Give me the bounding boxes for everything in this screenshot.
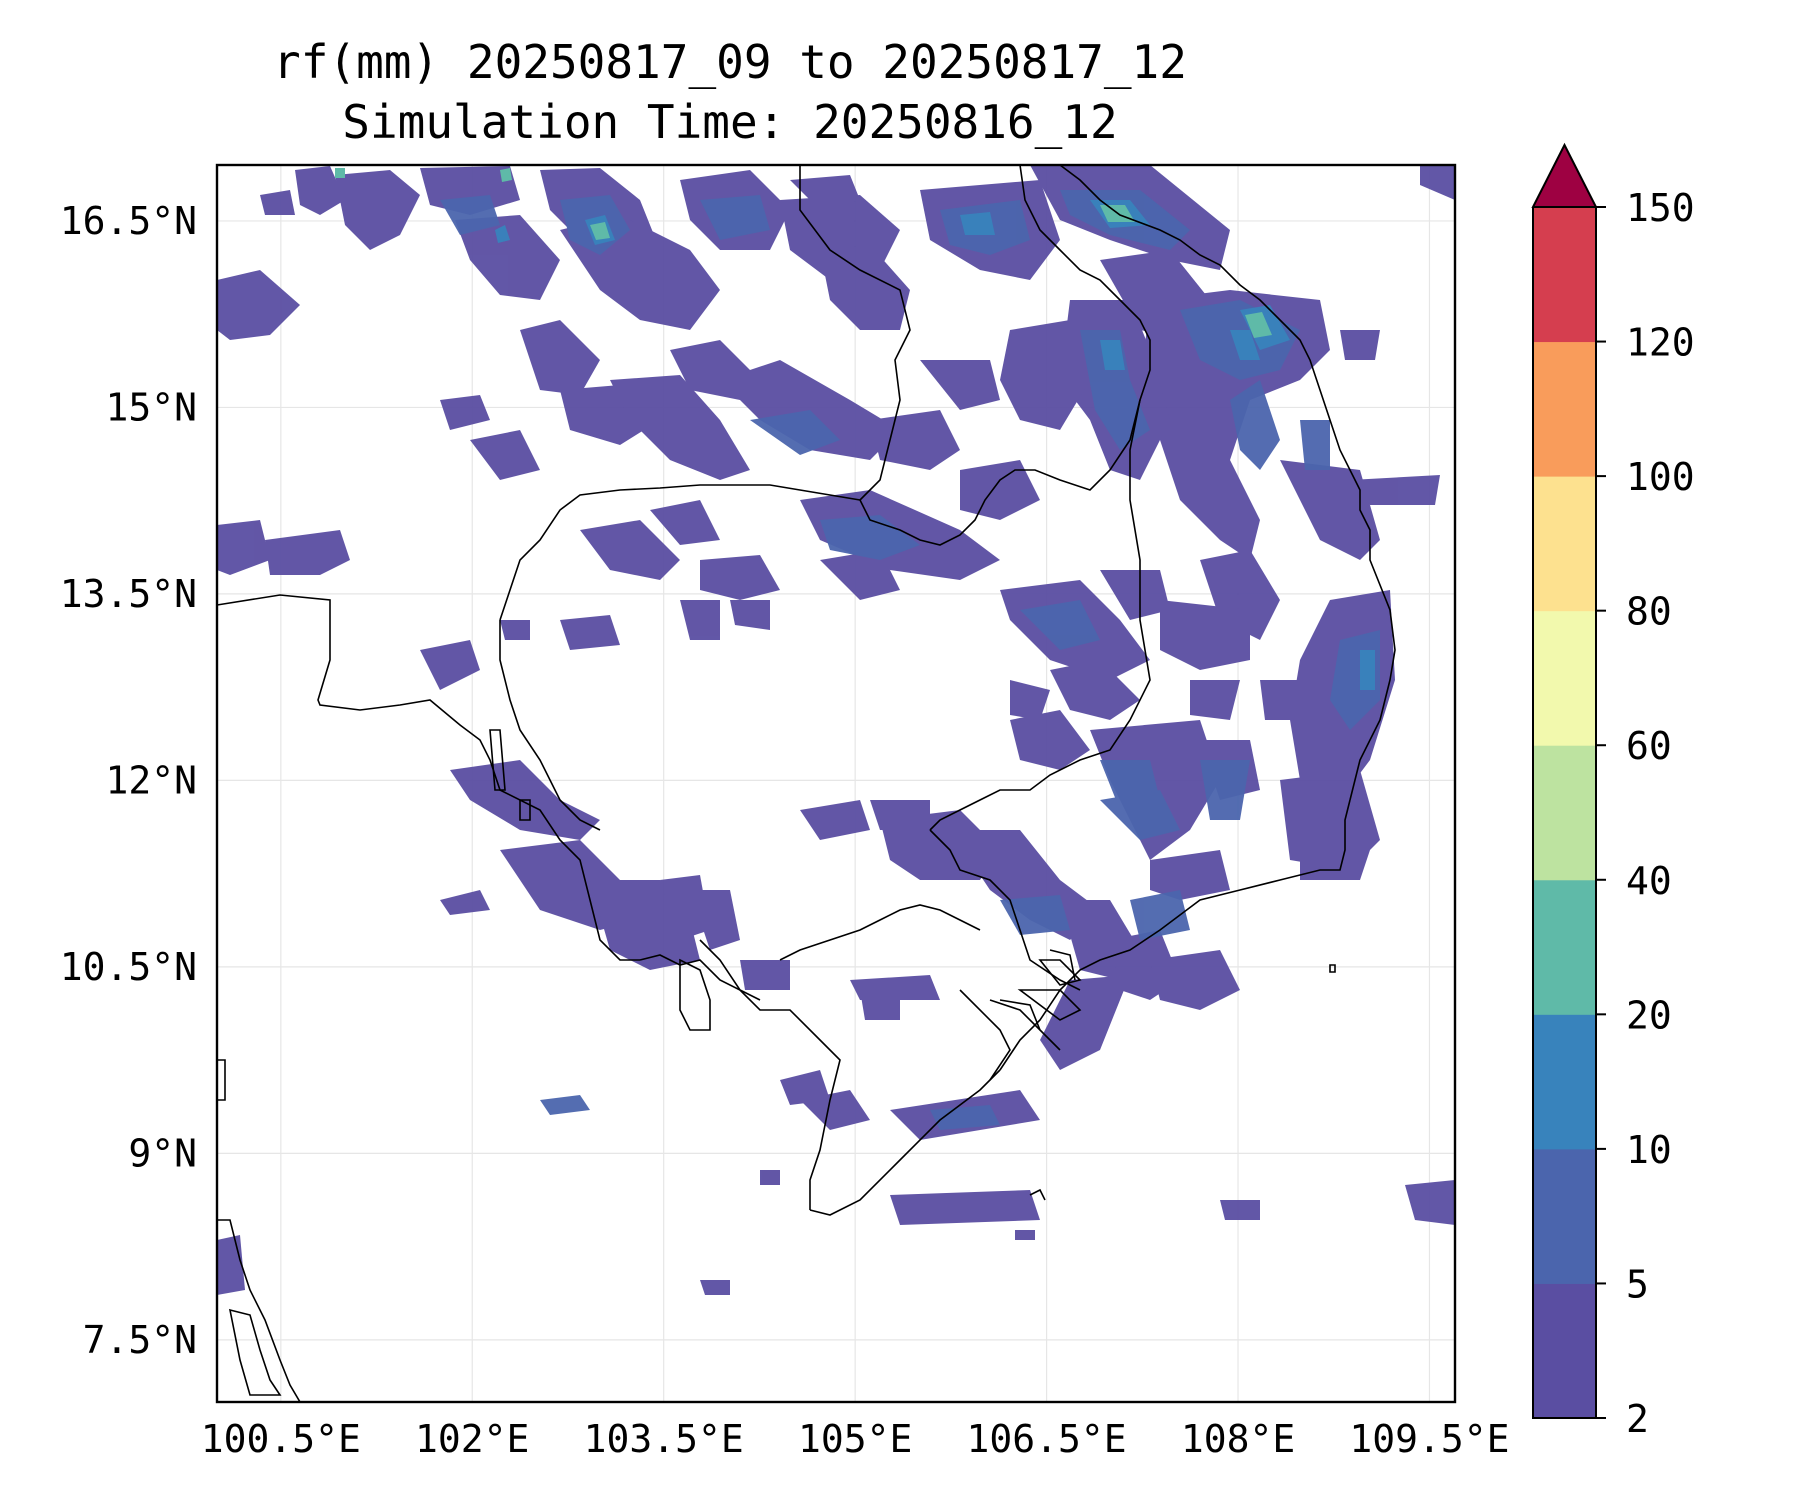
colorbar-segment (1533, 1148, 1596, 1284)
lat-tick-label: 13.5°N (60, 572, 197, 616)
colorbar-segment (1533, 1283, 1596, 1419)
lon-tick-label: 100.5°E (201, 1417, 361, 1461)
title-line-1: rf(mm) 20250817_09 to 20250817_12 (273, 35, 1187, 89)
colorbar-tick-label: 100 (1626, 455, 1695, 499)
colorbar-tick-label: 20 (1626, 993, 1672, 1037)
lat-tick-label: 7.5°N (83, 1318, 197, 1362)
latitude-ticks: 16.5°N 15°N 13.5°N 12°N 10.5°N 9°N 7.5°N (60, 199, 197, 1362)
colorbar-tick-label: 120 (1626, 321, 1695, 365)
lat-tick-label: 16.5°N (60, 199, 197, 243)
lat-tick-label: 10.5°N (60, 945, 197, 989)
map-frame (215, 163, 1457, 1404)
colorbar-tick-label: 2 (1626, 1397, 1649, 1441)
colorbar-tick-label: 40 (1626, 859, 1672, 903)
map-title: rf(mm) 20250817_09 to 20250817_12 Simula… (0, 32, 1460, 152)
lon-tick-label: 103.5°E (584, 1417, 744, 1461)
lon-tick-label: 106.5°E (967, 1417, 1127, 1461)
colorbar-tick-label: 5 (1626, 1262, 1649, 1306)
title-line-2: Simulation Time: 20250816_12 (342, 95, 1118, 149)
colorbar-segment (1533, 745, 1596, 881)
lat-tick-label: 15°N (105, 385, 197, 429)
colorbar-extend-arrow (1531, 142, 1598, 208)
colorbar-segment (1533, 476, 1596, 612)
lon-tick-label: 102°E (415, 1417, 529, 1461)
lon-tick-label: 105°E (798, 1417, 912, 1461)
colorbar-tick-label: 80 (1626, 590, 1672, 634)
lat-tick-label: 12°N (105, 758, 197, 802)
colorbar-segment (1533, 610, 1596, 746)
colorbar-frame (1532, 207, 1597, 1419)
colorbar-segment (1533, 207, 1596, 343)
colorbar-tick-label: 10 (1626, 1128, 1672, 1172)
colorbar-tick-label: 150 (1626, 186, 1695, 230)
lon-tick-label: 108°E (1181, 1417, 1295, 1461)
colorbar: 2 5 10 20 40 60 80 100 120 150 (1531, 142, 1695, 1441)
rainfall-field (217, 165, 1455, 1402)
colorbar-segment (1533, 341, 1596, 477)
colorbar-segment (1533, 879, 1596, 1015)
longitude-ticks: 100.5°E 102°E 103.5°E 105°E 106.5°E 108°E 109.… (201, 1417, 1510, 1461)
lon-tick-label: 109.5°E (1349, 1417, 1509, 1461)
colorbar-tick-label: 60 (1626, 724, 1672, 768)
colorbar-segment (1533, 1014, 1596, 1150)
lat-tick-label: 9°N (128, 1131, 197, 1175)
